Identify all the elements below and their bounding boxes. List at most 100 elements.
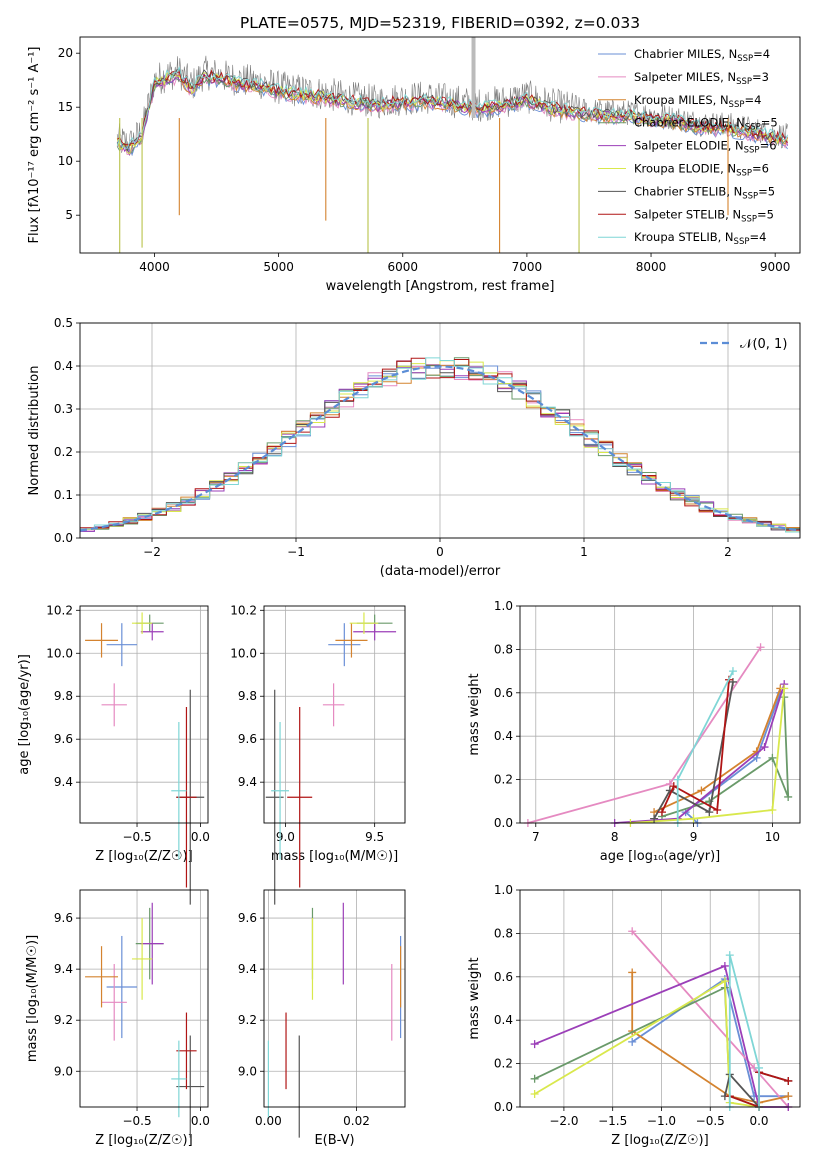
x-axis-label: mass [log₁₀(M/M☉)] bbox=[271, 849, 398, 864]
y-tick-label: 9.4 bbox=[238, 775, 257, 789]
axes-frame bbox=[519, 605, 801, 824]
model-line-8 bbox=[116, 65, 789, 149]
x-tick-label: 9000 bbox=[760, 260, 791, 274]
y-tick-label: 1.0 bbox=[494, 599, 513, 613]
weight-marker bbox=[728, 667, 737, 676]
x-tick-label: 9 bbox=[690, 830, 698, 844]
x-tick-label: 0.0 bbox=[191, 1114, 210, 1128]
x-axis-label: Z [log₁₀(Z/Z☉)] bbox=[95, 1133, 192, 1148]
legend-label: Kroupa MILES, NSSP=4 bbox=[634, 93, 761, 110]
y-tick-label: 10.0 bbox=[230, 646, 257, 660]
axes-frame bbox=[519, 889, 801, 1108]
axes-frame bbox=[263, 889, 406, 1108]
weight-marker bbox=[725, 951, 734, 960]
y-tick-label: 20 bbox=[58, 46, 73, 60]
errorbar-point bbox=[176, 706, 197, 888]
age_vs_Z-axes: −0.5 0.0 9.4 9.6 9.8 10.0 10.2 Z [log₁₀(Z/Z☉)] a… bbox=[17, 603, 210, 905]
x-tick-label: −1.0 bbox=[647, 1114, 676, 1128]
age_vs_mass-axes: 9.0 9.5 9.4 9.6 9.8 10.0 10.2 mass [log₁₀(M/M☉)… bbox=[230, 603, 406, 905]
axes-frame bbox=[263, 605, 406, 824]
legend-label: Salpeter ELODIE, NSSP=6 bbox=[634, 139, 777, 156]
x-tick-label: −1.5 bbox=[598, 1114, 627, 1128]
errorbar-point bbox=[265, 689, 284, 905]
y-axis-label: age [log₁₀(age/yr)] bbox=[17, 654, 32, 775]
axes-frame bbox=[79, 322, 801, 539]
errorbar-point bbox=[171, 722, 187, 860]
weight-marker bbox=[768, 753, 777, 762]
legend-label: Kroupa STELIB, NSSP=4 bbox=[634, 230, 766, 247]
x-tick-label: 6000 bbox=[387, 260, 418, 274]
weight-marker bbox=[784, 1092, 793, 1101]
y-tick-label: 15 bbox=[58, 100, 73, 114]
errorbar-point bbox=[85, 946, 119, 1008]
y-tick-label: 9.4 bbox=[54, 962, 73, 976]
weight-marker bbox=[650, 814, 659, 823]
y-tick-label: 0.1 bbox=[54, 488, 73, 502]
y-tick-label: 9.8 bbox=[238, 689, 257, 703]
errorbar-point bbox=[101, 964, 127, 1041]
x-tick-label: −0.5 bbox=[696, 1114, 725, 1128]
errorbar-point bbox=[328, 623, 361, 667]
x-tick-label: 2 bbox=[724, 545, 732, 559]
axes-frame bbox=[79, 36, 801, 254]
errorbar-point bbox=[176, 1012, 197, 1090]
x-tick-label: 10 bbox=[765, 830, 780, 844]
mass_vs_Z-axes: −0.5 0.0 9.0 9.2 9.4 9.6 Z [log₁₀(Z/Z☉)] mass [… bbox=[25, 889, 210, 1148]
y-tick-label: 9.6 bbox=[54, 732, 73, 746]
y-tick-label: 9.4 bbox=[238, 962, 257, 976]
y-tick-label: 0.6 bbox=[494, 970, 513, 984]
weight-marker bbox=[669, 782, 678, 791]
y-axis-label: Flux [fλ10⁻¹⁷ erg cm⁻² s⁻¹ A⁻¹] bbox=[27, 47, 42, 244]
y-tick-label: 0.4 bbox=[54, 359, 73, 373]
spectrum-axes: 4000 5000 6000 7000 8000 9000 5 10 15 20 wavelengt… bbox=[27, 36, 801, 294]
y-tick-label: 0.8 bbox=[494, 926, 513, 940]
errorbar-point bbox=[349, 612, 379, 634]
errorbar-point bbox=[106, 623, 138, 667]
y-tick-label: 0.5 bbox=[54, 316, 73, 330]
errorbar-point bbox=[131, 918, 153, 1000]
x-tick-label: 7 bbox=[532, 830, 540, 844]
y-tick-label: 0.0 bbox=[54, 531, 73, 545]
weight_vs_Z-axes: −2.0 −1.5 −1.0 −0.5 0.0 0.0 0.2 0.4 0.6 0.8 1.0 Z [… bbox=[467, 883, 801, 1148]
weight-line-5 bbox=[534, 979, 760, 1108]
weight-marker bbox=[784, 792, 793, 801]
weight-marker bbox=[705, 808, 714, 817]
weight-line-8 bbox=[728, 954, 760, 1107]
weight-marker bbox=[768, 805, 777, 814]
weight-marker bbox=[628, 1037, 637, 1046]
gaussian-curve bbox=[79, 365, 801, 532]
x-tick-label: 0.0 bbox=[749, 1114, 768, 1128]
weight-marker bbox=[784, 1076, 793, 1085]
y-axis-label: mass weight bbox=[467, 957, 482, 1039]
y-tick-label: 0.3 bbox=[54, 402, 73, 416]
legend-label: Chabrier MILES, NSSP=4 bbox=[634, 47, 770, 64]
y-tick-label: 9.2 bbox=[54, 1013, 73, 1027]
x-tick-label: −2 bbox=[143, 545, 161, 559]
x-axis-label: wavelength [Angstrom, rest frame] bbox=[326, 279, 555, 294]
y-tick-label: 0.0 bbox=[494, 1100, 513, 1114]
y-tick-label: 9.6 bbox=[238, 911, 257, 925]
axes-frame bbox=[79, 889, 209, 1108]
x-tick-label: −0.5 bbox=[122, 830, 151, 844]
y-tick-label: 9.6 bbox=[238, 732, 257, 746]
x-axis-label: (data-model)/error bbox=[380, 564, 501, 579]
model-line-7 bbox=[116, 69, 788, 146]
x-axis-label: Z [log₁₀(Z/Z☉)] bbox=[611, 1133, 708, 1148]
errorbar-point bbox=[101, 683, 127, 727]
weight-marker bbox=[760, 743, 769, 752]
errorbar-point bbox=[176, 1035, 205, 1138]
weight-marker bbox=[689, 814, 698, 823]
y-tick-label: 0.2 bbox=[54, 445, 73, 459]
residual_hist-axes: −2 −1 0 1 2 0.0 0.1 0.2 0.3 0.4 0.5 (data-model)/er… bbox=[27, 316, 801, 579]
y-axis-label: mass weight bbox=[467, 673, 482, 755]
x-axis-label: E(B-V) bbox=[314, 1133, 354, 1148]
x-tick-label: 4000 bbox=[139, 260, 170, 274]
spectrum-data-line bbox=[116, 55, 788, 156]
y-axis-label: Normed distribution bbox=[27, 366, 42, 496]
errorbar-point bbox=[85, 623, 119, 658]
weight-marker bbox=[697, 786, 706, 795]
y-tick-label: 9.2 bbox=[238, 1013, 257, 1027]
y-tick-label: 0.8 bbox=[494, 642, 513, 656]
x-tick-label: 1 bbox=[580, 545, 588, 559]
